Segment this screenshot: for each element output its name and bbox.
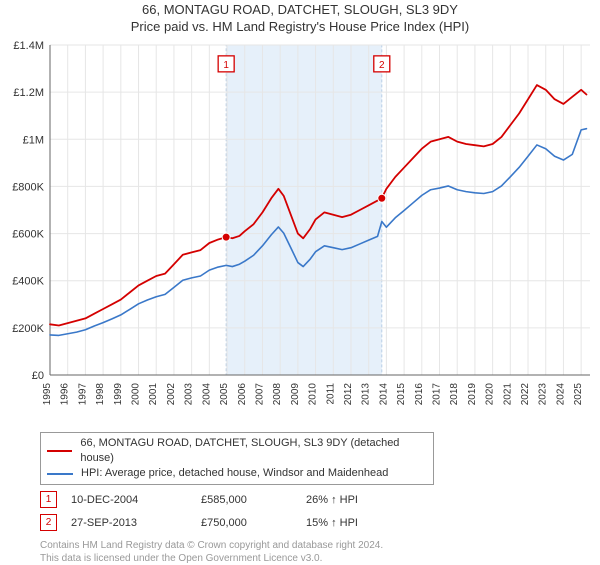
- x-tick-label: 2016: [414, 383, 425, 406]
- sale-marker-icon: 1: [40, 491, 57, 508]
- title-main: 66, MONTAGU ROAD, DATCHET, SLOUGH, SL3 9…: [0, 2, 600, 17]
- footer-block: 66, MONTAGU ROAD, DATCHET, SLOUGH, SL3 9…: [40, 432, 580, 565]
- footnote: Contains HM Land Registry data © Crown c…: [40, 539, 580, 565]
- sale-hpi: 15% ↑ HPI: [306, 517, 426, 529]
- sale-label-num-1: 1: [223, 60, 229, 71]
- sale-hpi: 26% ↑ HPI: [306, 494, 426, 506]
- x-tick-label: 2021: [502, 383, 513, 406]
- x-tick-label: 2024: [555, 383, 566, 406]
- sale-point-2: [378, 194, 386, 202]
- x-tick-label: 2003: [184, 383, 195, 406]
- sale-marker-icon: 2: [40, 514, 57, 531]
- sale-date: 10-DEC-2004: [71, 494, 201, 506]
- legend-box: 66, MONTAGU ROAD, DATCHET, SLOUGH, SL3 9…: [40, 432, 434, 485]
- x-tick-label: 1999: [113, 383, 124, 406]
- sales-row: 2 27-SEP-2013£750,00015% ↑ HPI: [40, 514, 580, 531]
- titles: 66, MONTAGU ROAD, DATCHET, SLOUGH, SL3 9…: [0, 0, 600, 34]
- y-tick-label: £1.2M: [13, 87, 44, 99]
- x-tick-label: 2002: [166, 383, 177, 406]
- sale-price: £585,000: [201, 494, 306, 506]
- legend-row: HPI: Average price, detached house, Wind…: [47, 466, 427, 481]
- sale-point-1: [222, 233, 230, 241]
- y-tick-label: £0: [32, 370, 44, 382]
- footnote-line: Contains HM Land Registry data © Crown c…: [40, 539, 580, 552]
- chart-svg: £0 £200K £400K £600K £800K £1M £1.2M £1.4M 1995 1…: [0, 40, 600, 430]
- x-tick-label: 2000: [131, 383, 142, 406]
- y-tick-label: £600K: [12, 229, 44, 241]
- x-tick-label: 2005: [219, 383, 230, 406]
- x-tick-label: 2001: [148, 383, 159, 406]
- x-tick-label: 2004: [201, 383, 212, 406]
- title-sub: Price paid vs. HM Land Registry's House …: [0, 19, 600, 34]
- y-tick-label: £1.4M: [13, 40, 44, 52]
- x-tick-label: 2015: [396, 383, 407, 406]
- chart-container: 66, MONTAGU ROAD, DATCHET, SLOUGH, SL3 9…: [0, 0, 600, 560]
- x-tick-label: 2017: [432, 383, 443, 406]
- x-tick-label: 2013: [361, 383, 372, 406]
- y-tick-label: £800K: [12, 181, 44, 193]
- legend-label: HPI: Average price, detached house, Wind…: [81, 466, 388, 481]
- x-tick-label: 2018: [449, 383, 460, 406]
- x-tick-label: 1996: [60, 383, 71, 406]
- x-tick-label: 1998: [95, 383, 106, 406]
- x-tick-label: 2014: [378, 383, 389, 406]
- x-tick-label: 2010: [308, 383, 319, 406]
- x-tick-label: 2023: [538, 383, 549, 406]
- x-tick-label: 2022: [520, 383, 531, 406]
- x-tick-label: 2019: [467, 383, 478, 406]
- sales-table: 1 10-DEC-2004£585,00026% ↑ HPI 2 27-SEP-201…: [40, 491, 580, 531]
- x-tick-label: 1995: [42, 383, 53, 406]
- x-tick-label: 2025: [573, 383, 584, 406]
- x-tick-label: 2008: [272, 383, 283, 406]
- legend-label: 66, MONTAGU ROAD, DATCHET, SLOUGH, SL3 9…: [80, 436, 427, 466]
- legend-row: 66, MONTAGU ROAD, DATCHET, SLOUGH, SL3 9…: [47, 436, 427, 466]
- x-tick-label: 2007: [254, 383, 265, 406]
- x-tick-label: 2020: [485, 383, 496, 406]
- x-tick-label: 2011: [325, 383, 336, 405]
- y-tick-label: £400K: [12, 276, 44, 288]
- legend-swatch: [47, 473, 73, 475]
- x-tick-label: 2009: [290, 383, 301, 406]
- y-tick-label: £1M: [23, 134, 44, 146]
- x-tick-label: 2006: [237, 383, 248, 406]
- y-tick-label: £200K: [12, 323, 44, 335]
- sale-price: £750,000: [201, 517, 306, 529]
- sales-row: 1 10-DEC-2004£585,00026% ↑ HPI: [40, 491, 580, 508]
- footnote-line: This data is licensed under the Open Gov…: [40, 552, 580, 565]
- sale-label-num-2: 2: [379, 60, 385, 71]
- x-tick-label: 2012: [343, 383, 354, 406]
- x-tick-label: 1997: [77, 383, 88, 406]
- sale-date: 27-SEP-2013: [71, 517, 201, 529]
- legend-swatch: [47, 450, 72, 452]
